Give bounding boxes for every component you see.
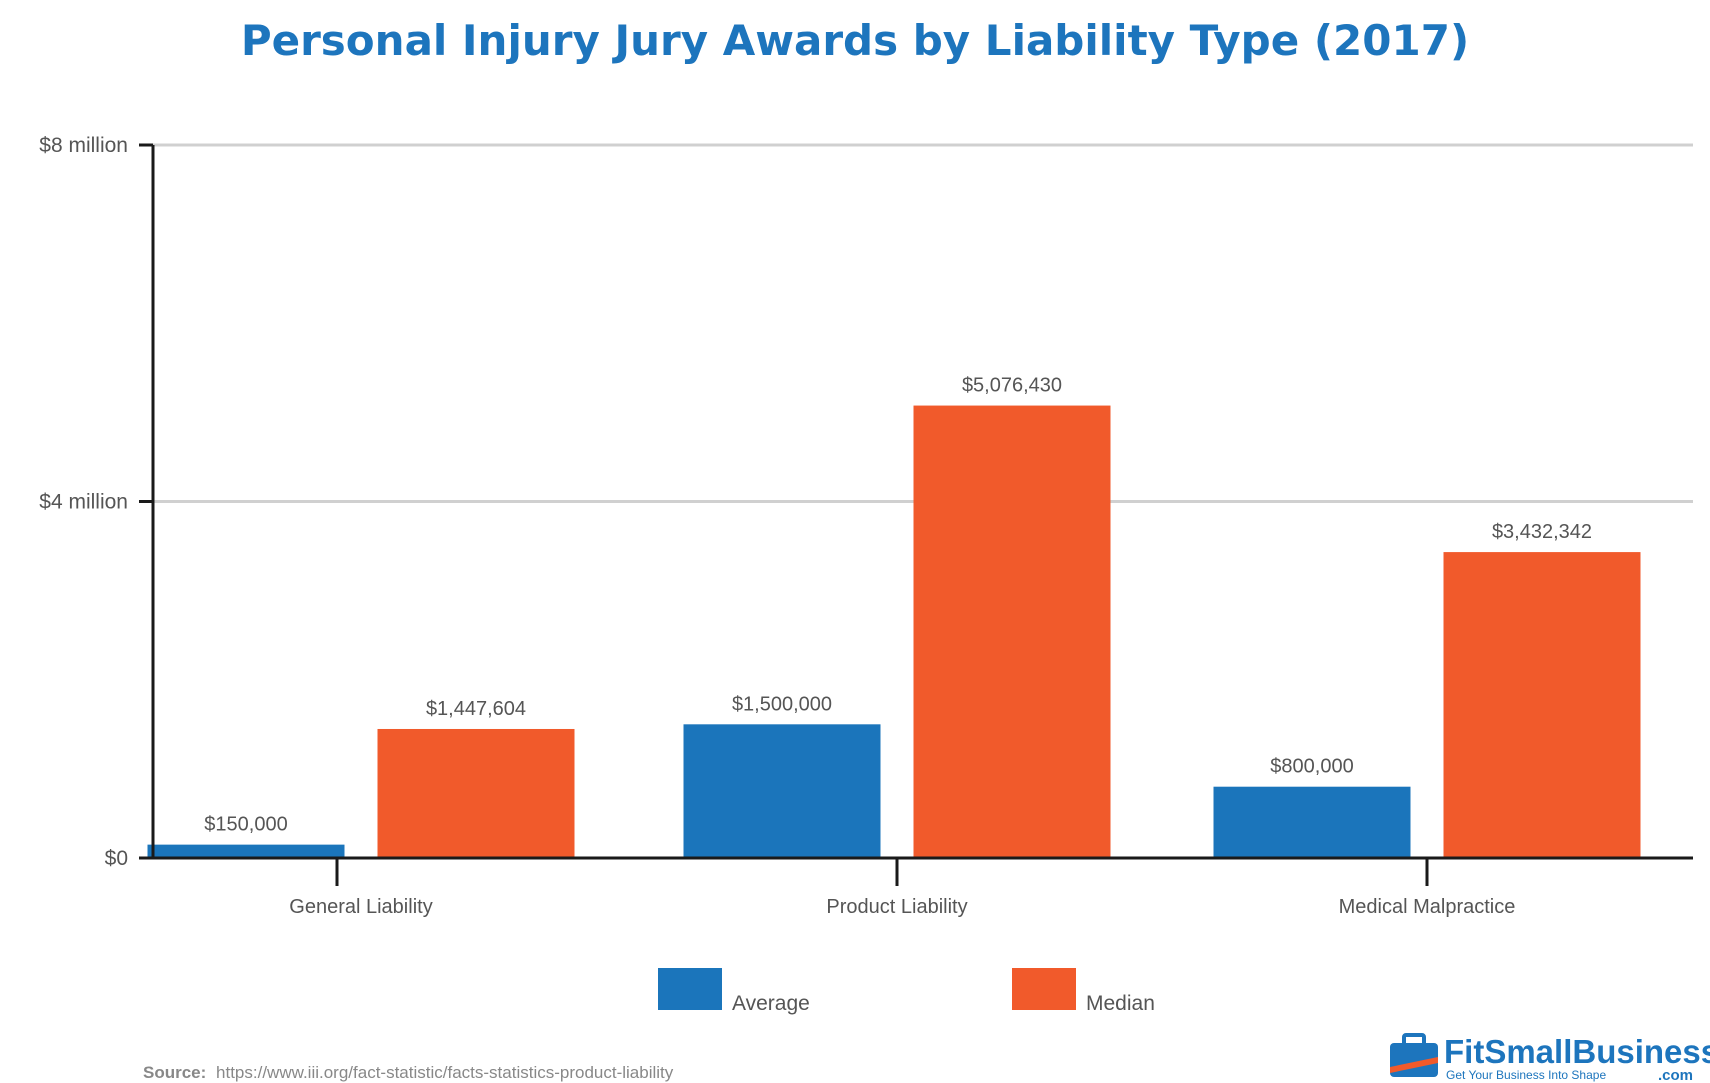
legend-label-average: Average xyxy=(732,992,810,1015)
data-label: $3,432,342 xyxy=(1492,521,1592,543)
logo-tagline: Get Your Business Into Shape xyxy=(1446,1068,1606,1082)
y-tick-label: $0 xyxy=(105,847,128,870)
legend: Average Median xyxy=(658,968,1155,1015)
legend-swatch-median xyxy=(1012,968,1076,1010)
bar-average xyxy=(683,724,881,858)
legend-swatch-average xyxy=(658,968,722,1010)
bars xyxy=(147,405,1641,858)
chart-title: Personal Injury Jury Awards by Liability… xyxy=(241,16,1469,65)
legend-label-median: Median xyxy=(1086,992,1155,1015)
y-tick-label: $8 million xyxy=(39,134,128,157)
data-label: $5,076,430 xyxy=(962,375,1062,397)
x-tick-label: Product Liability xyxy=(826,896,967,918)
data-label: $1,447,604 xyxy=(426,698,526,720)
y-tick-label: $4 million xyxy=(39,491,128,514)
data-label: $800,000 xyxy=(1270,756,1353,778)
x-tick-label: Medical Malpractice xyxy=(1339,896,1516,918)
logo-name: FitSmallBusiness xyxy=(1444,1033,1710,1070)
data-label: $1,500,000 xyxy=(732,693,832,715)
logo: FitSmallBusiness .com Get Your Business … xyxy=(1390,1033,1710,1083)
data-labels: $150,000 $1,447,604 $1,500,000 $5,076,430 $8… xyxy=(204,375,1592,836)
briefcase-icon xyxy=(1390,1033,1438,1077)
source-prefix: Source: xyxy=(143,1063,206,1082)
data-label: $150,000 xyxy=(204,814,287,836)
bar-average xyxy=(147,844,345,858)
bar-median xyxy=(1443,552,1641,858)
bar-average xyxy=(1213,786,1411,858)
source-url: https://www.iii.org/fact-statistic/facts… xyxy=(216,1063,674,1082)
source-note: Source: https://www.iii.org/fact-statist… xyxy=(143,1063,674,1082)
bar-median xyxy=(913,405,1111,858)
logo-suffix: .com xyxy=(1658,1067,1693,1083)
bar-median xyxy=(377,728,575,858)
x-tick-label: General Liability xyxy=(289,896,432,918)
axes: $0 $4 million $8 million General Liability P… xyxy=(39,134,1693,918)
